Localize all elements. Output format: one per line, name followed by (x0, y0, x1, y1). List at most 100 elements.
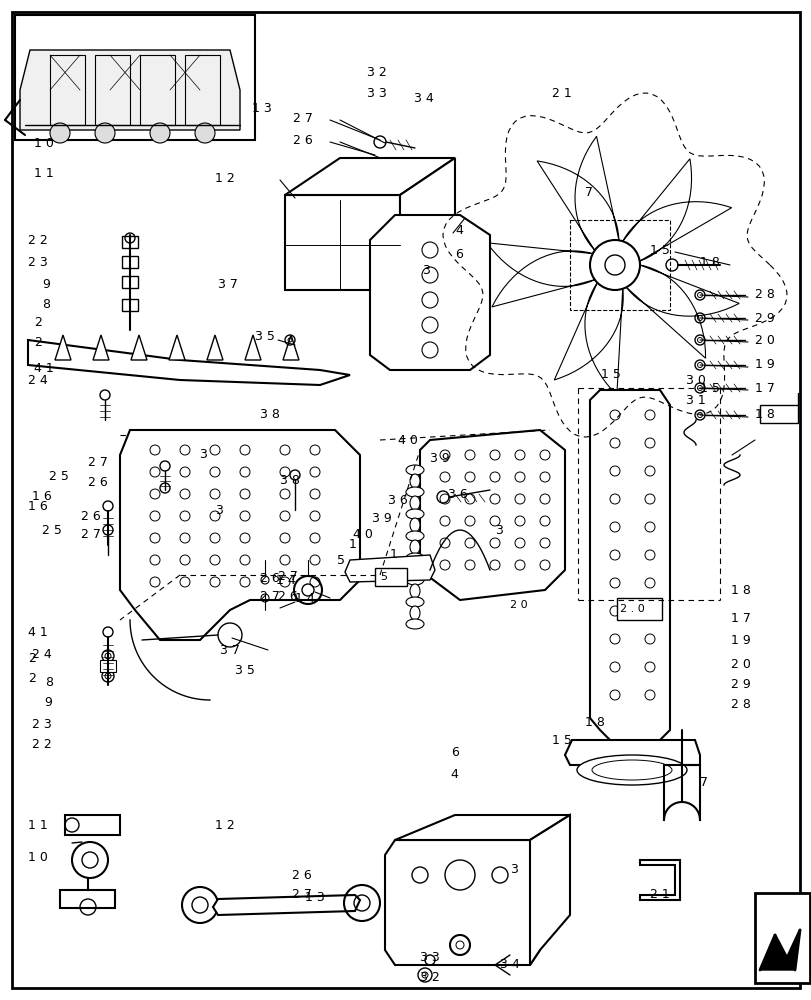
Polygon shape (212, 895, 359, 915)
Text: 3 3: 3 3 (419, 951, 440, 964)
Text: 2 6: 2 6 (292, 869, 311, 882)
Text: 2 7: 2 7 (81, 528, 101, 542)
Text: 1 4: 1 4 (276, 574, 295, 586)
Text: 4 0: 4 0 (353, 528, 372, 542)
Text: 1: 1 (389, 548, 397, 562)
Text: 1 7: 1 7 (730, 611, 749, 624)
Text: 4: 4 (450, 768, 458, 781)
Text: 9: 9 (45, 696, 53, 708)
Text: 3 5: 3 5 (255, 330, 275, 344)
Text: 1 8: 1 8 (730, 584, 749, 596)
Text: 4: 4 (454, 224, 462, 236)
Polygon shape (207, 335, 223, 360)
Bar (122, 236, 138, 248)
Text: 3 4: 3 4 (500, 958, 519, 971)
Polygon shape (554, 283, 623, 395)
Polygon shape (120, 430, 359, 640)
Ellipse shape (410, 474, 419, 488)
Text: 3: 3 (422, 263, 430, 276)
Text: 3 7: 3 7 (217, 278, 237, 292)
Ellipse shape (406, 597, 423, 607)
Text: 2 0: 2 0 (754, 334, 774, 347)
Text: 2 7: 2 7 (88, 456, 108, 470)
Bar (65, 815, 120, 835)
Text: 3: 3 (495, 524, 502, 536)
Text: 4 1: 4 1 (28, 626, 48, 639)
Text: 2 4: 2 4 (32, 648, 52, 662)
Text: 2 3: 2 3 (28, 255, 48, 268)
Ellipse shape (410, 518, 419, 532)
Text: 3 2: 3 2 (419, 971, 440, 984)
Text: 2 5: 2 5 (49, 470, 68, 483)
Polygon shape (564, 740, 699, 765)
Bar (569, 220, 669, 310)
Text: 3: 3 (509, 863, 517, 876)
Text: 1 3: 1 3 (251, 102, 271, 115)
Circle shape (95, 123, 115, 143)
Text: 2: 2 (34, 316, 42, 330)
Text: 9: 9 (42, 277, 49, 290)
Circle shape (150, 123, 169, 143)
Text: 1 9: 1 9 (754, 359, 774, 371)
Text: 2 7: 2 7 (293, 112, 312, 125)
Text: 1 1: 1 1 (28, 819, 48, 832)
Ellipse shape (406, 465, 423, 475)
Polygon shape (285, 195, 400, 290)
Ellipse shape (406, 553, 423, 563)
Polygon shape (622, 159, 731, 261)
Polygon shape (169, 335, 185, 360)
Text: 3: 3 (199, 448, 207, 462)
Text: 6: 6 (454, 248, 462, 261)
Text: 5: 5 (337, 554, 345, 566)
Polygon shape (131, 335, 147, 360)
Polygon shape (55, 335, 71, 360)
Text: 3 1: 3 1 (809, 399, 811, 412)
Bar (616, 598, 661, 620)
Text: 1 2: 1 2 (215, 819, 234, 832)
Text: 1 2: 1 2 (215, 172, 234, 185)
Text: 3 5: 3 5 (235, 664, 255, 676)
Circle shape (102, 650, 114, 662)
Polygon shape (245, 335, 260, 360)
Text: 1 4: 1 4 (294, 591, 315, 604)
Polygon shape (283, 335, 298, 360)
Text: 3 4: 3 4 (414, 92, 433, 105)
Text: 2 9: 2 9 (730, 678, 749, 692)
Polygon shape (400, 158, 454, 290)
Text: 4 1: 4 1 (34, 361, 54, 374)
Ellipse shape (410, 584, 419, 598)
Text: 5: 5 (380, 572, 387, 582)
Text: 2 9: 2 9 (754, 312, 774, 324)
Text: 1 0: 1 0 (28, 851, 48, 864)
Ellipse shape (410, 496, 419, 510)
Ellipse shape (410, 562, 419, 576)
Text: 2 1: 2 1 (551, 87, 571, 100)
Text: 2 6: 2 6 (260, 572, 279, 584)
Text: 2 6: 2 6 (81, 510, 101, 522)
Ellipse shape (577, 755, 686, 785)
Text: 1 6: 1 6 (32, 490, 52, 504)
Text: 3 9: 3 9 (371, 512, 391, 524)
Ellipse shape (406, 531, 423, 541)
Text: 1 6: 1 6 (28, 499, 48, 512)
Text: 1 8: 1 8 (584, 716, 603, 730)
Text: 2: 2 (28, 672, 36, 684)
Polygon shape (93, 335, 109, 360)
Polygon shape (419, 430, 564, 600)
Text: 2 0: 2 0 (730, 658, 749, 672)
Text: 2 4: 2 4 (28, 373, 48, 386)
Text: 1 5: 1 5 (699, 381, 719, 394)
Text: 2 . 0: 2 . 0 (620, 604, 644, 614)
Ellipse shape (410, 540, 419, 554)
Ellipse shape (410, 606, 419, 620)
Text: 2: 2 (34, 336, 42, 349)
Text: 4 0: 4 0 (397, 434, 418, 446)
Circle shape (590, 240, 639, 290)
Text: 1 1: 1 1 (34, 167, 54, 180)
Circle shape (102, 670, 114, 682)
Bar (122, 276, 138, 288)
Polygon shape (394, 815, 569, 840)
Polygon shape (625, 265, 738, 358)
Text: 2 3: 2 3 (32, 718, 52, 730)
Text: 1 7: 1 7 (754, 381, 774, 394)
